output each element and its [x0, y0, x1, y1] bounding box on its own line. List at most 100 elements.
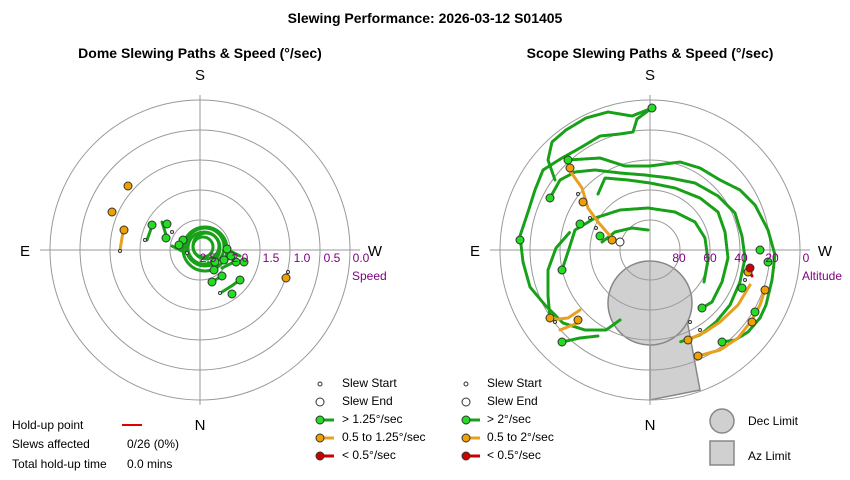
dome-legend: Slew Start Slew End > 1.25°/sec 0.5 to 1…: [315, 376, 426, 462]
scope-slew-start: [688, 320, 692, 324]
scope-slew-start: [615, 237, 625, 247]
dome-dir-top: S: [195, 67, 205, 84]
dome-ring-label: 2.5: [200, 251, 217, 265]
scope-slew-end-medium: [578, 197, 588, 207]
scope-slew-path: [600, 226, 650, 244]
dome-grid: [40, 95, 360, 405]
legend-slow-icon: [461, 451, 471, 461]
scope-slew-end-fast: [763, 257, 773, 267]
scope-dir-left: E: [470, 243, 480, 260]
dome-markers: [107, 181, 291, 299]
dome-ring-labels: 2.5 2.0 1.5 1.0 0.5 0.0 Speed: [200, 251, 387, 283]
dome-slew-start: [218, 291, 222, 295]
dome-slew-start: [118, 249, 122, 253]
legend-fast-icon: [315, 415, 325, 425]
scope-ring-label: 0: [803, 251, 810, 265]
dome-ring-label: 0.5: [324, 251, 341, 265]
scope-slew-end-fast: [697, 303, 707, 313]
legend-fast-label: > 1.25°/sec: [342, 412, 403, 426]
dome-slew-end-fast: [161, 233, 171, 243]
dome-slew-start: [170, 230, 174, 234]
scope-slew-start: [698, 328, 702, 332]
dome-slew-end-medium: [281, 273, 291, 283]
scope-dir-bottom: N: [645, 417, 656, 434]
dome-slew-end-medium: [123, 181, 133, 191]
scope-ring-label: 60: [703, 251, 717, 265]
scope-slew-end-fast: [557, 337, 567, 347]
scope-slew-end-fast: [647, 103, 657, 113]
scope-slew-end-fast: [595, 231, 605, 241]
dome-title: Dome Slewing Paths & Speed (°/sec): [78, 45, 322, 61]
dec-limit-label: Dec Limit: [748, 414, 799, 428]
scope-ring-label: 80: [672, 251, 686, 265]
legend-fast-label: > 2°/sec: [487, 412, 531, 426]
scope-slew-path-medium: [548, 308, 582, 322]
scope-slew-end-fast: [575, 219, 585, 229]
scope-slew-start: [553, 320, 557, 324]
scope-slew-end-fast: [737, 283, 747, 293]
legend-start-icon: [317, 381, 323, 387]
legend-medium-label: 0.5 to 2°/sec: [487, 430, 554, 444]
scope-dir-right: W: [818, 243, 833, 260]
scope-slew-start: [743, 278, 747, 282]
scope-slew-end-fast: [563, 155, 573, 165]
scope-ring-label: 40: [734, 251, 748, 265]
legend-slow-label: < 0.5°/sec: [487, 448, 541, 462]
dome-slew-end-medium: [107, 207, 117, 217]
legend-fast-icon: [461, 415, 471, 425]
scope-paths: [518, 106, 777, 358]
holdup-info: Hold-up point Slews affected 0/26 (0%) T…: [12, 418, 179, 471]
legend-start-label: Slew Start: [487, 376, 542, 390]
dome-slew-path-medium: [118, 230, 125, 252]
dome-dir-bottom: N: [195, 417, 206, 434]
scope-ring-label: 20: [765, 251, 779, 265]
scope-slew-end-fast: [557, 265, 567, 275]
scope-slew-path-medium: [696, 288, 767, 358]
dome-axis-label: Speed: [352, 269, 387, 283]
holdup-point-label: Hold-up point: [12, 418, 84, 432]
dome-slew-end-medium: [119, 225, 129, 235]
dome-slew-end-fast: [174, 240, 184, 250]
scope-title: Scope Slewing Paths & Speed (°/sec): [527, 45, 774, 61]
holdup-time-value: 0.0 mins: [127, 457, 172, 471]
dome-ring-label: 0.0: [353, 251, 370, 265]
legend-end-label: Slew End: [487, 394, 538, 408]
dome-slew-end-fast: [235, 275, 245, 285]
dome-ring-label: 2.0: [232, 251, 249, 265]
dome-slew-end-fast: [222, 244, 232, 254]
scope-axis-label: Altitude: [802, 269, 842, 283]
legend-slow-label: < 0.5°/sec: [342, 448, 396, 462]
dome-slew-start: [143, 238, 147, 242]
legend-medium-label: 0.5 to 1.25°/sec: [342, 430, 426, 444]
scope-slew-end-medium: [565, 163, 575, 173]
scope-markers: [515, 103, 773, 361]
scope-slew-end-fast: [717, 337, 727, 347]
dome-slew-end-fast: [226, 251, 236, 261]
scope-dir-top: S: [645, 67, 655, 84]
dome-slew-start: [185, 251, 189, 255]
scope-slew-end-medium: [693, 351, 703, 361]
dome-slew-end-fast: [231, 257, 241, 267]
dome-slew-path-ring: [191, 235, 215, 259]
scope-slew-end-medium: [760, 285, 770, 295]
legend-medium-icon: [315, 433, 325, 443]
scope-slew-end-fast: [515, 235, 525, 245]
scope-slew-end-medium: [747, 317, 757, 327]
dome-ring-label: 1.5: [263, 251, 280, 265]
scope-slew-end-fast: [755, 245, 765, 255]
scope-slew-path: [596, 176, 730, 310]
scope-slew-end-fast: [750, 307, 760, 317]
legend-end-icon: [315, 397, 325, 407]
scope-ring-labels: 80 60 40 20 0 Altitude: [672, 251, 842, 283]
scope-limits: [607, 260, 701, 401]
dome-panel: Dome Slewing Paths & Speed (°/sec) S N E…: [20, 45, 426, 462]
dome-dir-left: E: [20, 243, 30, 260]
scope-slew-path: [518, 106, 654, 332]
dome-slew-end-fast: [207, 277, 217, 287]
scope-slew-path-medium: [686, 283, 752, 342]
scope-slew-end-medium: [573, 315, 583, 325]
dome-slew-end-fast: [219, 255, 229, 265]
legend-end-icon: [461, 397, 471, 407]
legend-start-icon: [463, 381, 469, 387]
